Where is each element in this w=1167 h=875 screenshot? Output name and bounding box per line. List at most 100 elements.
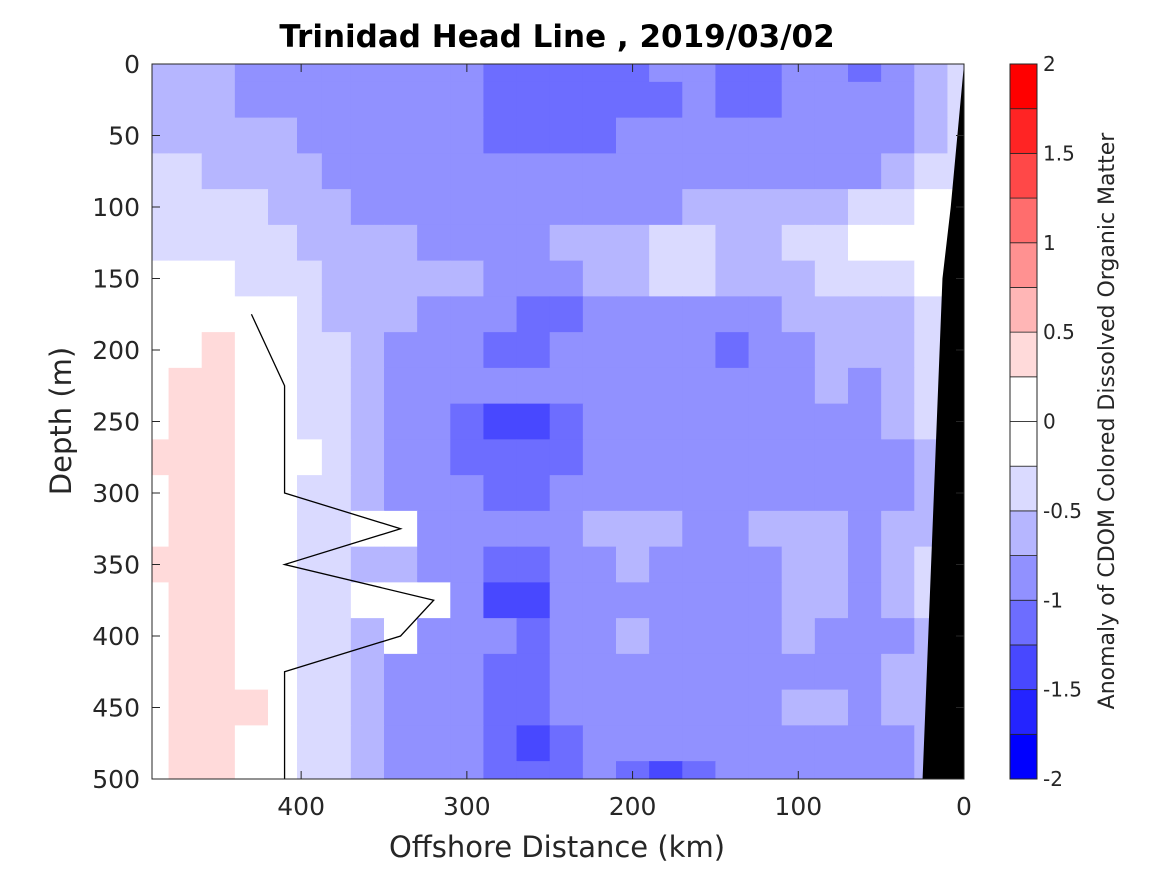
heatmap-cell xyxy=(450,224,485,262)
heatmap-cell xyxy=(234,510,269,548)
heatmap-cell xyxy=(582,618,617,655)
colorbar-tick-label: 1.5 xyxy=(1043,141,1075,165)
heatmap-cell xyxy=(350,439,385,476)
heatmap-cell xyxy=(914,189,949,226)
heatmap-cell xyxy=(297,510,323,548)
heatmap-cell xyxy=(297,439,323,476)
heatmap-cell xyxy=(384,81,418,119)
colorbar-swatch xyxy=(1009,644,1038,691)
heatmap-cell xyxy=(814,689,849,726)
colorbar-label: Anomaly of CDOM Colored Dissolved Organi… xyxy=(1095,132,1120,710)
heatmap-cell xyxy=(814,153,849,190)
heatmap-cell xyxy=(234,546,269,583)
heatmap-cells xyxy=(152,64,964,779)
heatmap-cell xyxy=(748,224,783,262)
heatmap-cell xyxy=(748,475,783,512)
heatmap-cell xyxy=(781,761,816,779)
heatmap-cell xyxy=(201,117,236,154)
heatmap-cell xyxy=(848,725,882,762)
heatmap-cell xyxy=(450,260,485,297)
heatmap-cell xyxy=(268,189,298,226)
heatmap-cell xyxy=(384,761,418,779)
heatmap-cell xyxy=(384,582,418,619)
heatmap-cell xyxy=(268,475,298,512)
heatmap-cell xyxy=(234,582,269,619)
heatmap-cell xyxy=(268,618,298,655)
heatmap-cell xyxy=(350,761,385,779)
heatmap-cell xyxy=(682,260,717,297)
heatmap-cell xyxy=(715,367,750,405)
heatmap-cell xyxy=(168,439,203,476)
heatmap-cell xyxy=(417,189,451,226)
heatmap-cell xyxy=(781,403,816,440)
heatmap-cell xyxy=(814,439,849,476)
heatmap-cell xyxy=(417,725,451,762)
heatmap-cell xyxy=(350,260,385,297)
heatmap-cell xyxy=(168,761,203,779)
heatmap-cell xyxy=(715,189,750,226)
heatmap-cell xyxy=(201,439,236,476)
heatmap-cell xyxy=(321,296,352,333)
heatmap-cell xyxy=(516,546,551,583)
heatmap-cell xyxy=(881,725,915,762)
heatmap-cell xyxy=(516,367,551,405)
colorbar-tick-label: -0.5 xyxy=(1043,499,1082,523)
x-tick-label: 400 xyxy=(277,792,325,821)
heatmap-cell xyxy=(201,224,236,262)
heatmap-cell xyxy=(748,367,783,405)
heatmap-cell xyxy=(715,296,750,333)
heatmap-cell xyxy=(168,618,203,655)
heatmap-cell xyxy=(781,475,816,512)
heatmap-cell xyxy=(201,367,236,405)
heatmap-cell xyxy=(616,546,650,583)
heatmap-cell xyxy=(268,689,298,726)
heatmap-cell xyxy=(384,260,418,297)
heatmap-cell xyxy=(297,260,323,297)
heatmap-cell xyxy=(516,403,551,440)
heatmap-cell xyxy=(321,725,352,762)
heatmap-cell xyxy=(781,582,816,619)
heatmap-cell xyxy=(715,510,750,548)
heatmap-cell xyxy=(234,439,269,476)
heatmap-cell xyxy=(649,153,683,190)
heatmap-cell xyxy=(582,439,617,476)
heatmap-cell xyxy=(616,367,650,405)
heatmap-cell xyxy=(268,582,298,619)
heatmap-cell xyxy=(417,689,451,726)
heatmap-cell xyxy=(516,332,551,369)
colorbar-frame xyxy=(1009,63,1038,780)
heatmap-cell xyxy=(549,260,584,297)
heatmap-cell xyxy=(748,403,783,440)
heatmap-cell xyxy=(649,117,683,154)
heatmap-cell xyxy=(549,367,584,405)
heatmap-cell xyxy=(268,439,298,476)
heatmap-cell xyxy=(682,689,717,726)
heatmap-cell xyxy=(715,81,750,119)
heatmap-cell xyxy=(201,81,236,119)
seafloor-shape xyxy=(922,64,964,779)
heatmap-cell xyxy=(814,117,849,154)
heatmap-cell xyxy=(350,367,385,405)
heatmap-cell xyxy=(384,403,418,440)
heatmap-cell xyxy=(450,689,485,726)
heatmap-cell xyxy=(516,618,551,655)
heatmap-cell xyxy=(516,153,551,190)
heatmap-cell xyxy=(201,260,236,297)
heatmap-cell xyxy=(748,653,783,691)
heatmap-cell xyxy=(814,546,849,583)
heatmap-cell xyxy=(682,653,717,691)
heatmap-cell xyxy=(649,332,683,369)
heatmap-cell xyxy=(201,332,236,369)
heatmap-cell xyxy=(881,367,915,405)
heatmap-cell xyxy=(549,403,584,440)
heatmap-cell xyxy=(549,296,584,333)
heatmap-cell xyxy=(483,332,518,369)
heatmap-cell xyxy=(814,332,849,369)
heatmap-cell xyxy=(582,367,617,405)
heatmap-cell xyxy=(848,64,882,83)
heatmap-cell xyxy=(384,296,418,333)
heatmap-cell xyxy=(715,153,750,190)
heatmap-cell xyxy=(268,725,298,762)
heatmap-cell xyxy=(814,725,849,762)
heatmap-cell xyxy=(649,439,683,476)
